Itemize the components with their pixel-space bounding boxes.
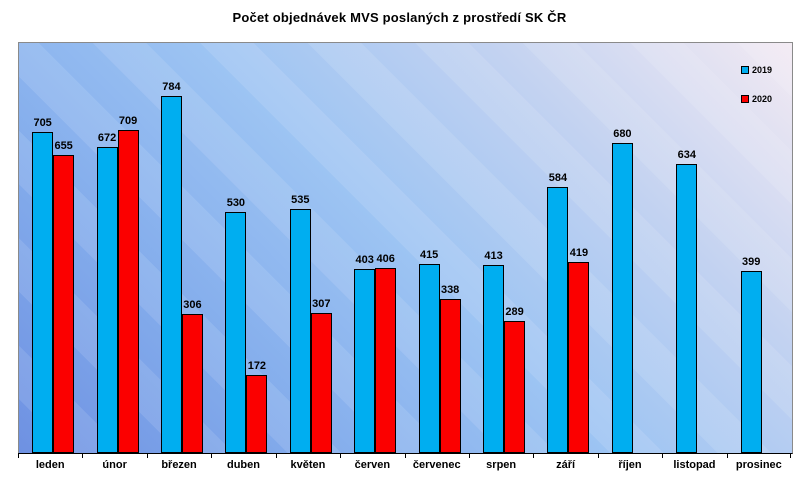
x-axis-label-listopad: listopad	[673, 459, 716, 471]
chart-title: Počet objednávek MVS poslaných z prostře…	[232, 10, 567, 25]
bar-2019-únor	[96, 146, 118, 453]
value-label-2019-červen: 403	[355, 254, 374, 267]
bars-container: 705 655 672 709 784 306 530 172 535 307 403 406 415 3…	[19, 43, 792, 453]
x-axis-ticks	[18, 453, 791, 458]
value-label-2020-květen: 307	[312, 298, 331, 311]
x-axis-label-březen: březen	[161, 459, 197, 471]
bar-2019-červen	[354, 269, 376, 453]
category-group-leden: 705 655	[19, 43, 83, 453]
x-axis-label-červenec: červenec	[412, 459, 461, 471]
axis-tick	[18, 453, 19, 458]
axis-tick	[340, 453, 342, 458]
category-group-červen: 403 406	[341, 43, 405, 453]
x-axis-label-červen: červen	[354, 459, 391, 471]
bar-2020-září	[568, 262, 590, 453]
x-axis-label-leden: leden	[35, 459, 65, 471]
legend-label-2019: 2019	[751, 65, 772, 75]
legend-swatch-2020	[740, 95, 749, 103]
x-axis-labels: leden únor březen duben květen červen červenec…	[18, 459, 791, 471]
value-label-2019-červenec: 415	[419, 248, 439, 261]
value-label-2020-září: 419	[569, 247, 589, 260]
value-label-2019-únor: 672	[97, 131, 117, 144]
bar-2020-leden	[53, 154, 75, 453]
axis-tick	[662, 453, 664, 458]
axis-tick	[533, 453, 535, 458]
bar-2019-květen	[289, 209, 311, 453]
axis-tick	[468, 453, 470, 458]
axis-tick	[790, 453, 791, 458]
value-label-2019-březen: 784	[162, 80, 181, 93]
category-group-červenec: 415 338	[406, 43, 470, 453]
value-label-2019-říjen: 680	[613, 128, 632, 141]
value-label-2020-leden: 655	[54, 139, 73, 152]
value-label-2020-červen: 406	[376, 253, 395, 266]
category-group-květen: 535 307	[277, 43, 341, 453]
bar-2019-listopad	[676, 164, 698, 453]
category-group-březen: 784 306	[148, 43, 212, 453]
axis-tick	[146, 453, 148, 458]
x-axis-label-prosinec: prosinec	[735, 459, 782, 471]
value-label-2019-duben: 530	[226, 196, 246, 209]
category-group-září: 584 419	[534, 43, 598, 453]
bar-2019-prosinec	[740, 271, 762, 453]
axis-tick	[597, 453, 599, 458]
x-axis-label-duben: duben	[226, 459, 260, 471]
category-group-prosinec: 399	[728, 43, 792, 453]
legend-swatch-2019	[740, 66, 749, 74]
bar-2020-duben	[246, 374, 268, 453]
x-axis-label-květen: květen	[290, 459, 326, 471]
axis-tick	[82, 453, 84, 458]
category-group-listopad: 634	[663, 43, 727, 453]
value-label-2020-březen: 306	[183, 298, 202, 311]
legend-label-2020: 2020	[751, 94, 772, 104]
bar-2019-leden	[32, 131, 54, 453]
bar-2020-březen	[181, 313, 203, 453]
legend-item-2019: 2019	[740, 65, 772, 75]
value-label-2020-červenec: 338	[440, 284, 460, 297]
value-label-2019-květen: 535	[291, 194, 310, 207]
axis-tick	[275, 453, 277, 458]
bar-2020-únor	[117, 130, 139, 453]
bar-2020-červenec	[439, 299, 461, 453]
bar-2019-říjen	[611, 143, 633, 453]
x-axis-label-srpen: srpen	[486, 459, 517, 471]
category-group-únor: 672 709	[83, 43, 147, 453]
bar-2019-březen	[160, 95, 182, 453]
axis-tick	[211, 453, 213, 458]
bar-2020-květen	[310, 313, 332, 453]
value-label-2020-duben: 172	[247, 359, 267, 372]
value-label-2019-leden: 705	[33, 116, 52, 129]
x-axis-label-únor: únor	[102, 459, 127, 471]
bar-2019-srpen	[483, 264, 505, 453]
bar-2020-červen	[375, 268, 397, 453]
bar-2019-duben	[225, 211, 247, 453]
legend-item-2020: 2020	[740, 94, 772, 104]
value-label-2019-září: 584	[548, 171, 568, 184]
value-label-2019-prosinec: 399	[742, 256, 761, 269]
bar-2019-září	[547, 186, 569, 453]
category-group-říjen: 680	[599, 43, 663, 453]
value-label-2020-srpen: 289	[505, 306, 524, 319]
legend: 2019 2020	[740, 65, 772, 104]
x-axis-label-září: září	[556, 459, 576, 471]
category-group-srpen: 413 289	[470, 43, 534, 453]
value-label-2020-únor: 709	[118, 115, 138, 128]
plot-area: 705 655 672 709 784 306 530 172 535 307 403 406 415 3…	[18, 42, 793, 454]
value-label-2019-listopad: 634	[677, 149, 696, 162]
bar-2020-srpen	[504, 321, 526, 453]
x-axis-label-říjen: říjen	[618, 459, 642, 471]
bar-2019-červenec	[418, 263, 440, 453]
axis-tick	[404, 453, 406, 458]
category-group-duben: 530 172	[212, 43, 276, 453]
axis-tick	[726, 453, 728, 458]
value-label-2019-srpen: 413	[484, 249, 503, 262]
